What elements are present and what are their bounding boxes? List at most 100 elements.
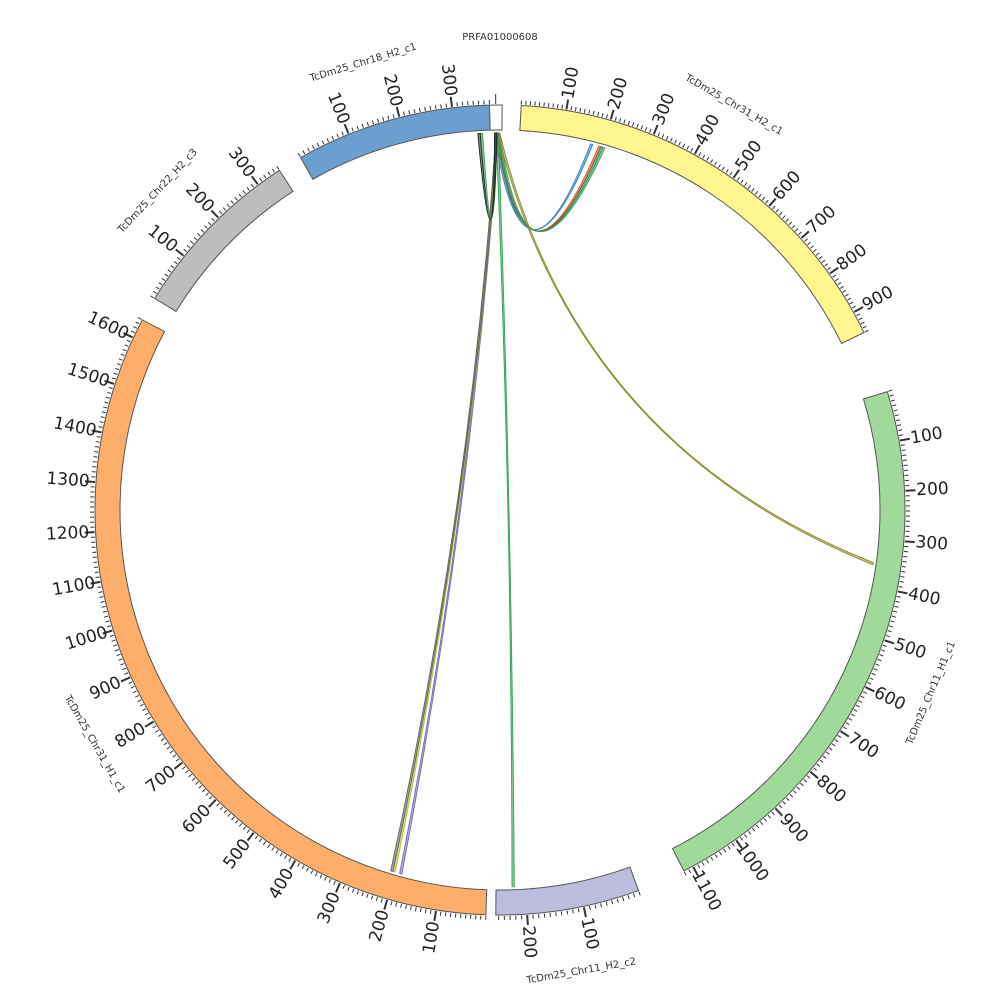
minor-tick xyxy=(775,208,779,213)
minor-tick xyxy=(588,109,591,114)
tick-label: 100 xyxy=(558,65,583,100)
major-tick xyxy=(175,248,185,257)
minor-tick xyxy=(271,168,275,173)
minor-tick xyxy=(807,241,811,246)
minor-tick xyxy=(181,766,186,770)
minor-tick xyxy=(193,236,198,241)
minor-tick xyxy=(765,199,769,204)
minor-tick xyxy=(824,263,829,267)
minor-tick xyxy=(786,797,790,801)
minor-tick xyxy=(197,233,201,237)
minor-tick xyxy=(164,273,169,277)
minor-tick xyxy=(279,852,283,857)
minor-tick xyxy=(222,207,227,211)
minor-tick xyxy=(191,777,196,782)
minor-tick xyxy=(605,901,608,906)
minor-tick xyxy=(778,212,783,216)
minor-tick xyxy=(594,904,597,909)
segment-tcdm25-chr18-h2-c1 xyxy=(299,104,491,180)
minor-tick xyxy=(810,245,814,249)
tick-label: 900 xyxy=(87,673,125,705)
minor-tick xyxy=(113,644,118,647)
minor-tick xyxy=(258,838,263,843)
tick-label: 1600 xyxy=(84,308,132,345)
minor-tick xyxy=(238,823,243,827)
tick-label: 100 xyxy=(576,916,602,952)
minor-tick xyxy=(161,277,166,281)
minor-tick xyxy=(644,126,648,132)
minor-tick xyxy=(851,305,856,309)
minor-tick xyxy=(118,358,123,361)
minor-tick xyxy=(173,260,178,265)
minor-tick xyxy=(133,326,138,329)
links-layer xyxy=(390,132,874,888)
minor-tick xyxy=(361,123,364,128)
minor-tick xyxy=(250,183,254,188)
major-tick xyxy=(735,839,743,849)
minor-tick xyxy=(895,419,901,422)
minor-tick xyxy=(899,581,904,583)
major-tick xyxy=(853,306,864,313)
minor-tick xyxy=(271,846,275,851)
major-tick xyxy=(897,590,908,595)
minor-tick xyxy=(574,107,577,112)
minor-tick xyxy=(263,174,267,179)
minor-tick xyxy=(751,188,755,192)
minor-tick xyxy=(284,855,288,860)
minor-tick xyxy=(900,444,905,446)
minor-tick xyxy=(763,818,768,822)
minor-tick xyxy=(120,663,125,666)
minor-tick xyxy=(894,605,899,608)
minor-tick xyxy=(157,733,162,737)
minor-tick xyxy=(95,576,100,579)
minor-tick xyxy=(636,123,639,128)
minor-tick xyxy=(216,803,220,807)
minor-tick xyxy=(891,615,896,618)
minor-tick xyxy=(890,620,895,623)
minor-tick xyxy=(188,773,193,778)
minor-tick xyxy=(242,190,246,195)
minor-tick xyxy=(186,244,191,249)
minor-tick xyxy=(297,862,300,867)
minor-tick xyxy=(850,713,855,717)
minor-tick xyxy=(366,121,369,127)
minor-tick xyxy=(570,106,573,111)
minor-tick xyxy=(806,775,811,779)
minor-tick xyxy=(577,908,580,913)
minor-tick xyxy=(899,434,904,437)
major-tick xyxy=(768,197,777,207)
minor-tick xyxy=(894,414,899,417)
minor-tick xyxy=(445,103,448,108)
minor-tick xyxy=(201,788,206,793)
minor-tick xyxy=(310,870,314,875)
minor-tick xyxy=(267,171,271,176)
major-tick xyxy=(104,379,115,385)
minor-tick xyxy=(772,205,776,210)
minor-tick xyxy=(440,104,442,109)
tick-label: 300 xyxy=(224,144,259,182)
minor-tick xyxy=(862,325,867,329)
major-tick xyxy=(289,860,297,870)
minor-tick xyxy=(758,193,762,198)
minor-tick xyxy=(114,649,119,652)
major-tick xyxy=(774,807,783,817)
tick-label: 700 xyxy=(142,762,180,798)
minor-tick xyxy=(588,905,591,911)
tick-label: 200 xyxy=(604,75,632,112)
minor-tick xyxy=(205,792,210,796)
tick-label: 1000 xyxy=(63,623,110,655)
minor-tick xyxy=(395,902,398,907)
minor-tick xyxy=(855,704,860,708)
minor-tick xyxy=(867,682,872,685)
minor-tick xyxy=(902,560,907,563)
minor-tick xyxy=(95,441,100,443)
minor-tick xyxy=(167,269,172,273)
minor-tick xyxy=(96,436,101,438)
minor-tick xyxy=(122,667,127,671)
minor-tick xyxy=(116,653,121,657)
minor-tick xyxy=(597,111,600,117)
minor-tick xyxy=(124,344,129,347)
minor-tick xyxy=(828,747,833,751)
minor-tick xyxy=(885,634,891,638)
minor-tick xyxy=(834,739,839,743)
